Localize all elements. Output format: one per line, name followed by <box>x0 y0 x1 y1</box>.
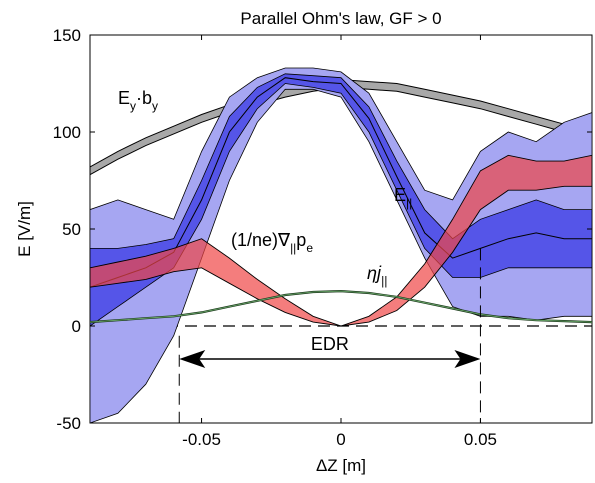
y-axis-title: E [V/m] <box>15 201 34 257</box>
annotation-epar: E|| <box>394 185 412 210</box>
tick-layer: -50 0 50 100 150 -0.05 0 0.05 <box>53 26 592 449</box>
series-epar-inner-band <box>90 73 592 327</box>
series-pressure-band <box>90 154 592 327</box>
series-group <box>90 67 592 423</box>
x-tick-label: 0 <box>336 430 345 449</box>
x-axis-title: ΔZ [m] <box>316 456 366 475</box>
y-tick-label: 150 <box>53 26 81 45</box>
plot-area <box>89 34 593 424</box>
annotation-pressure: (1/ne)∇||pe <box>231 230 313 255</box>
y-tick-label: 50 <box>62 220 81 239</box>
y-tick-label: 0 <box>72 317 81 336</box>
edr-arrowhead-right <box>454 349 481 368</box>
y-tick-label: 100 <box>53 123 81 142</box>
annotation-ohmic: ηj|| <box>367 263 387 288</box>
x-tick-label: -0.05 <box>182 430 221 449</box>
x-tick-label: 0.05 <box>464 430 497 449</box>
edr-annotation: EDR <box>178 248 481 423</box>
data-layer <box>90 67 592 423</box>
edr-arrowhead-left <box>179 349 206 368</box>
y-tick-label: -50 <box>56 414 81 433</box>
edr-label: EDR <box>311 334 349 354</box>
chart-title: Parallel Ohm's law, GF > 0 <box>240 9 441 28</box>
series-ohmic-line-inner <box>90 290 592 323</box>
annotation-eyby: Ey·by <box>118 88 158 113</box>
